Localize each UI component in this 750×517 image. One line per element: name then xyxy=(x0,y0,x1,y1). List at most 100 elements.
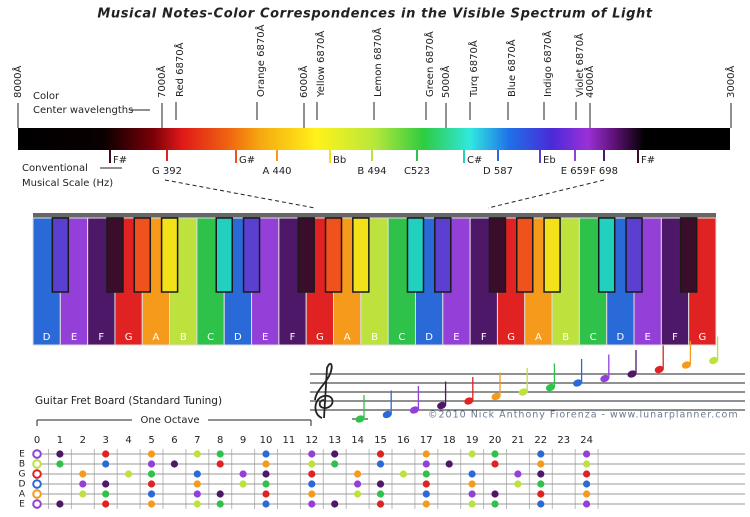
key-label: A xyxy=(153,332,160,343)
note-label: C# xyxy=(467,155,482,166)
fret-dot xyxy=(422,500,430,508)
key-label: D xyxy=(617,332,625,343)
fret-dot xyxy=(193,490,201,498)
key-label: E xyxy=(453,332,459,343)
black-key xyxy=(597,217,616,293)
fret-number: 13 xyxy=(328,435,341,446)
fret-number: 3 xyxy=(103,435,109,446)
fret-number: 1 xyxy=(57,435,63,446)
fret-dot xyxy=(262,480,270,488)
left-label: Color xyxy=(33,91,60,102)
wavelength-label: 6000Å xyxy=(297,66,310,98)
note-head xyxy=(600,374,610,383)
fret-dot xyxy=(422,470,430,478)
key-label: D xyxy=(43,332,51,343)
note-label: D 587 xyxy=(483,166,513,177)
piano-rail xyxy=(33,213,716,218)
note-head xyxy=(355,415,365,423)
key-label: G xyxy=(316,332,324,343)
fret-dot xyxy=(537,480,545,488)
black-key xyxy=(297,217,315,293)
key-label: F xyxy=(98,332,104,343)
fret-dot xyxy=(491,460,499,468)
fret-dot xyxy=(262,470,270,478)
fret-dot xyxy=(56,450,64,458)
key-label: C xyxy=(207,332,214,343)
note-label: A 440 xyxy=(262,166,291,177)
fret-dot xyxy=(147,450,156,458)
key-label: B xyxy=(562,332,569,343)
black-key xyxy=(242,217,261,293)
black-key xyxy=(488,217,507,293)
fret-dot xyxy=(262,460,270,468)
fret-dot xyxy=(468,490,476,498)
fret-dot xyxy=(239,470,247,478)
fret-dot xyxy=(422,480,430,488)
fret-dot xyxy=(147,470,156,478)
open-string-dot xyxy=(32,479,42,489)
fret-dot xyxy=(376,450,385,458)
fret-number: 16 xyxy=(397,435,410,446)
note-head xyxy=(409,406,419,414)
octave-label-bg xyxy=(132,413,208,427)
guitar-title: Guitar Fret Board (Standard Tuning) xyxy=(35,395,222,407)
fret-dot xyxy=(537,500,545,508)
note-label: Bb xyxy=(333,155,346,166)
wavelength-label: 7000Å xyxy=(155,66,168,98)
open-string-dot xyxy=(32,469,42,479)
black-key xyxy=(215,217,233,293)
note-head xyxy=(491,392,501,401)
note-head xyxy=(518,388,528,396)
fret-dot xyxy=(102,450,110,458)
note-label: E 659 xyxy=(561,166,590,177)
black-key xyxy=(106,217,124,293)
fret-number: 18 xyxy=(443,435,456,446)
fret-number: 22 xyxy=(534,435,547,446)
key-label: A xyxy=(535,332,542,343)
key-label: C xyxy=(590,332,597,343)
fret-number: 4 xyxy=(125,435,131,446)
fret-number: 24 xyxy=(580,435,593,446)
spectrum-bar xyxy=(18,128,730,150)
note-head xyxy=(382,410,392,419)
fret-dot xyxy=(583,470,591,478)
fret-dot xyxy=(102,500,110,508)
open-string-dot xyxy=(32,489,42,499)
fret-number: 12 xyxy=(305,435,318,446)
black-key xyxy=(324,217,343,293)
note-label: Eb xyxy=(543,155,556,166)
fret-dot xyxy=(193,500,201,508)
color-label: Red 6870Å xyxy=(173,42,186,97)
key-label: D xyxy=(234,332,242,343)
fret-dot xyxy=(422,450,430,458)
string-label: E xyxy=(19,500,25,510)
fret-dot xyxy=(537,450,545,458)
note-label: C523 xyxy=(404,166,430,177)
fret-dot xyxy=(147,490,156,498)
key-label: E xyxy=(262,332,268,343)
left-label: Center wavelengths xyxy=(33,105,133,116)
fret-number: 23 xyxy=(557,435,570,446)
note-head xyxy=(573,379,583,387)
fret-dot xyxy=(583,460,591,468)
black-key xyxy=(133,217,152,293)
fret-dot xyxy=(468,500,476,508)
key-label: G xyxy=(507,332,515,343)
fret-dot xyxy=(422,490,430,498)
fret-dot xyxy=(537,470,545,478)
octave-guide xyxy=(164,179,316,209)
black-key xyxy=(625,217,643,293)
note-head xyxy=(464,397,474,405)
key-label: C xyxy=(398,332,405,343)
fret-dot xyxy=(193,480,201,488)
fret-dot xyxy=(79,470,87,478)
fret-dot xyxy=(537,490,545,498)
fret-dot xyxy=(79,480,87,488)
fret-dot xyxy=(262,450,270,458)
color-label: Indigo 6870Å xyxy=(541,30,554,97)
fret-dot xyxy=(422,460,430,468)
fret-number: 15 xyxy=(374,435,387,446)
key-label: G xyxy=(125,332,133,343)
fret-dot xyxy=(308,480,316,488)
